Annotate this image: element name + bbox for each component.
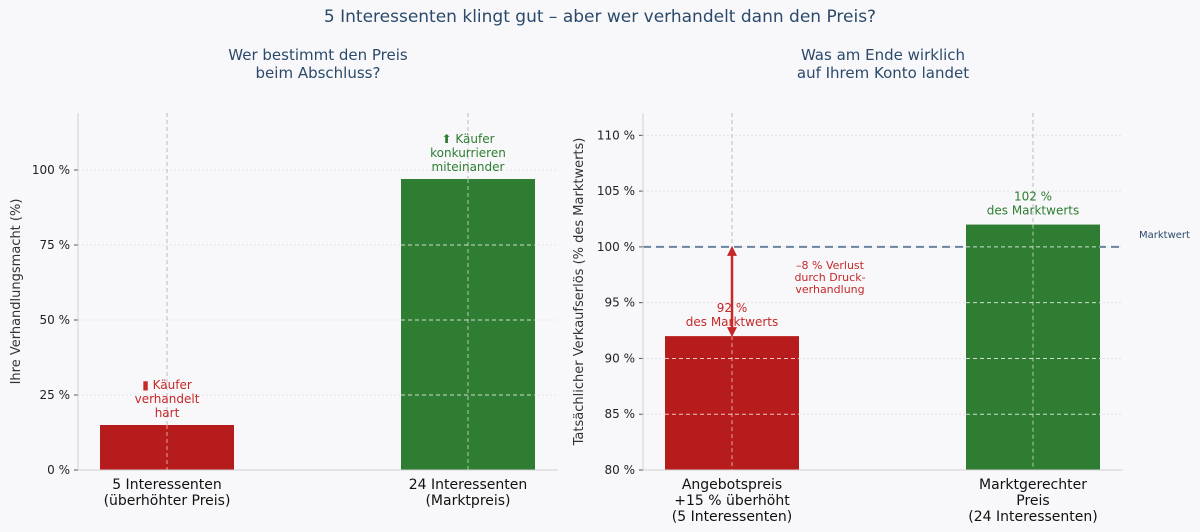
bar-value-label: 102 % des Marktwerts: [987, 190, 1079, 218]
y-tick-label: 90 %: [605, 351, 636, 365]
y-tick-label: 0 %: [47, 463, 70, 477]
y-tick-label: 80 %: [605, 463, 636, 477]
panel-bargaining-power: Wer bestimmt den Preis beim Abschluss? Ihr…: [9, 46, 558, 509]
y-tick-label: 100 %: [32, 163, 70, 177]
bar-annotation: ▮ Käufer verhandelt hart: [135, 378, 200, 420]
y-tick-label: 75 %: [40, 238, 71, 252]
loss-arrow-head: [727, 327, 737, 338]
panel-title: Was am Ende wirklich auf Ihrem Konto land…: [797, 46, 969, 82]
x-tick-label: 5 Interessenten (überhöhter Preis): [104, 477, 231, 509]
y-tick-label: 105 %: [597, 184, 635, 198]
x-tick-label: Marktgerechter Preis (24 Interessenten): [968, 477, 1097, 525]
y-tick-label: 25 %: [40, 388, 71, 402]
panel-final-price: Was am Ende wirklich auf Ihrem Konto land…: [572, 46, 1190, 525]
panel-title: Wer bestimmt den Preis beim Abschluss?: [228, 46, 408, 82]
y-axis-label: Ihre Verhandlungsmacht (%): [9, 199, 24, 385]
figure-title: 5 Interessenten klingt gut – aber wer ve…: [324, 7, 876, 27]
y-tick-label: 110 %: [597, 128, 635, 142]
y-axis-label: Tatsächlicher Verkaufserlös (% des Markt…: [572, 138, 587, 447]
loss-annotation: –8 % Verlust durch Druck-verhandlung: [794, 259, 865, 296]
y-tick-label: 50 %: [40, 313, 71, 327]
bar: [401, 179, 535, 470]
y-tick-label: 100 %: [597, 240, 635, 254]
bar-annotation: ⬆ Käufer konkurrieren miteinander: [430, 132, 506, 174]
y-tick-label: 85 %: [605, 407, 636, 421]
x-tick-label: Angebotspreis +15 % überhöht (5 Interessen…: [672, 477, 793, 525]
reference-line-label: Marktwert: [1139, 230, 1190, 241]
loss-arrow-head: [727, 245, 737, 256]
y-tick-label: 95 %: [605, 296, 636, 310]
x-tick-label: 24 Interessenten (Marktpreis): [409, 477, 527, 509]
